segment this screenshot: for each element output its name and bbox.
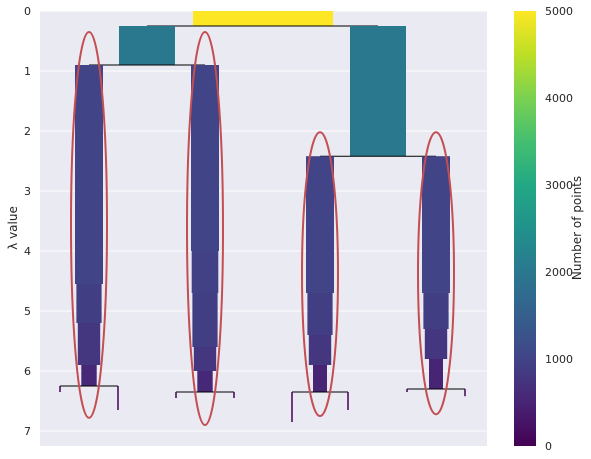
cluster-4-segment [429,359,443,389]
cluster-1-segment [75,191,103,284]
cluster-3-segment [307,293,333,335]
cluster-3-segment [306,156,334,233]
cluster-1-ellipse [70,31,108,419]
colorbar-tick-label: 2000 [545,266,573,279]
y-tick-label: 2 [24,125,31,138]
y-tick-label: 0 [24,5,31,18]
tree-marks [59,11,466,422]
cluster-3-segment [308,335,332,365]
colorbar-tick-label: 0 [545,440,552,453]
cluster-3-segment [306,233,334,293]
cluster-4-segment [422,156,450,251]
colorbar-label: Number of points [570,176,584,280]
right-parent-bar [350,26,406,157]
cluster-4-ellipse [417,131,455,416]
colorbar-tick-label: 3000 [545,179,573,192]
cluster-1-segment [76,284,102,323]
cluster-2-ellipse [186,31,224,426]
grid [40,10,487,432]
cluster-2-segment [191,251,219,293]
left-parent-bar [119,26,175,65]
cluster-1-segment [81,365,97,386]
cluster-4-segment [423,293,449,329]
y-tick-label: 6 [24,365,31,378]
cluster-4-segment [424,329,448,359]
colorbar: 0 1000 2000 3000 4000 5000 Number of points [514,5,584,453]
y-axis-ticks: 0 1 2 3 4 5 6 7 [24,5,31,438]
y-tick-label: 1 [24,65,31,78]
cluster-1-segment [77,323,101,365]
colorbar-tick-label: 5000 [545,5,573,18]
colorbar-tick-label: 4000 [545,92,573,105]
plot-background [40,11,487,446]
y-tick-label: 5 [24,305,31,318]
cluster-2-segment [191,65,219,215]
cluster-2-segment [193,347,217,371]
cluster-2-segment [197,371,213,392]
cluster-1-segment [75,65,103,191]
cluster-2-segment [191,215,219,251]
y-tick-label: 3 [24,185,31,198]
root-bar [193,11,333,26]
y-tick-label: 4 [24,245,31,258]
cluster-2-segment [192,293,218,347]
cluster-3-segment [313,365,327,392]
y-tick-label: 7 [24,425,31,438]
cluster-3-ellipse [301,131,339,417]
cluster-4-segment [422,251,450,293]
selected-cluster-ellipses [70,31,455,426]
y-axis-label: λ value [6,206,20,250]
colorbar-ticks: 0 1000 2000 3000 4000 5000 [545,5,573,453]
colorbar-tick-label: 1000 [545,353,573,366]
colorbar-gradient [514,11,536,446]
